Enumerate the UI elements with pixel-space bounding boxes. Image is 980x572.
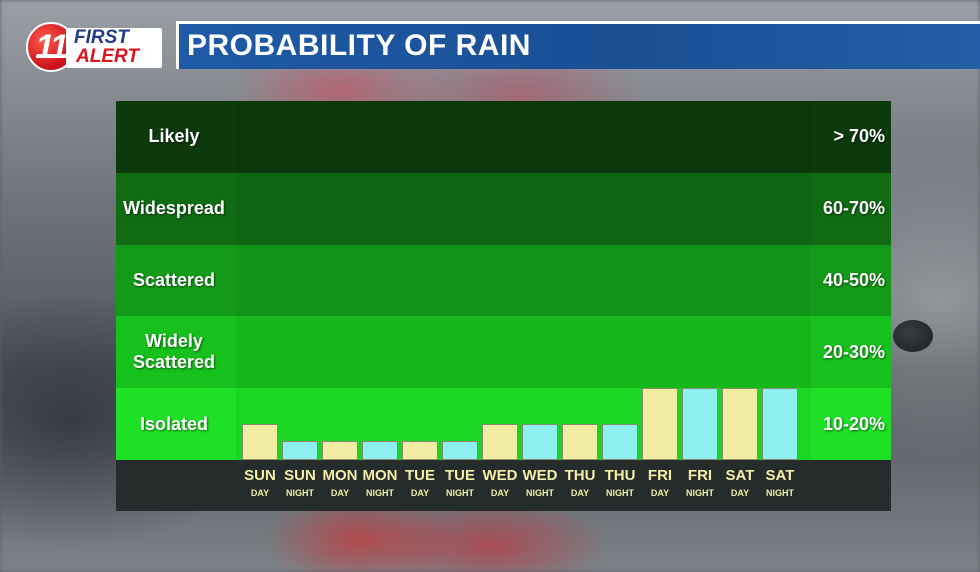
band-label: Isolated [139, 413, 209, 434]
tick-label: TUE NIGHT [438, 467, 482, 500]
logo-number: 11 [35, 28, 68, 66]
tick-part: NIGHT [686, 488, 714, 498]
tick-day: MON [322, 467, 358, 484]
tick-label: SUN NIGHT [278, 467, 322, 500]
tick-label: TUE DAY [398, 467, 442, 500]
band-label: Likely [148, 126, 200, 147]
tick-label: WED DAY [478, 467, 522, 500]
band-plot-area [236, 101, 811, 173]
tick-part: NIGHT [446, 488, 474, 498]
station-logo: 11 FIRST ALERT [26, 22, 162, 72]
tick-part: NIGHT [766, 488, 794, 498]
water-drop-decoration [893, 320, 933, 352]
tick-label: SUN DAY [238, 467, 282, 500]
tick-label: MON NIGHT [358, 467, 402, 500]
bar-sun-day [242, 424, 278, 460]
tick-day: TUE [405, 467, 435, 484]
tick-part: NIGHT [286, 488, 314, 498]
logo-plate [66, 28, 162, 68]
band-scattered: Scattered 40-50% [116, 244, 891, 317]
band-label: Scattered [132, 269, 216, 290]
tick-part: DAY [410, 488, 430, 498]
tick-part: DAY [490, 488, 510, 498]
band-likely: Likely > 70% [116, 101, 891, 173]
tick-part: NIGHT [366, 488, 394, 498]
tick-day: THU [604, 467, 636, 484]
bar-sat-night [762, 388, 798, 460]
tick-label: MON DAY [318, 467, 362, 500]
tick-part: DAY [330, 488, 350, 498]
band-label: Widespread [123, 198, 225, 219]
tick-label: SAT DAY [718, 467, 762, 500]
bar-fri-night [682, 388, 718, 460]
band-range: > 70% [833, 126, 885, 147]
bar-thu-night [602, 424, 638, 460]
band-widely-scattered: Widely Scattered 20-30% [116, 316, 891, 389]
band-plot-area [236, 244, 811, 317]
tick-day: FRI [687, 467, 713, 484]
band-label: Widely Scattered [132, 331, 216, 373]
tick-part: DAY [730, 488, 750, 498]
tick-label: FRI DAY [638, 467, 682, 500]
page-title: PROBABILITY OF RAIN [187, 29, 531, 62]
tick-day: WED [522, 467, 558, 484]
band-plot-area [236, 172, 811, 245]
tick-day: WED [482, 467, 518, 484]
tick-label: FRI NIGHT [678, 467, 722, 500]
bar-fri-day [642, 388, 678, 460]
band-range: 10-20% [822, 413, 885, 434]
tick-day: THU [564, 467, 596, 484]
tick-day: TUE [445, 467, 475, 484]
band-plot-area [236, 316, 811, 389]
bar-mon-day [322, 441, 358, 460]
tick-label: THU NIGHT [598, 467, 642, 500]
tick-day: FRI [647, 467, 673, 484]
tick-day: MON [362, 467, 398, 484]
tick-label: THU DAY [558, 467, 602, 500]
band-range: 40-50% [822, 269, 885, 290]
logo-alert: ALERT [76, 46, 139, 67]
tick-day: SUN [244, 467, 276, 484]
tick-part: DAY [650, 488, 670, 498]
bar-sun-night [282, 441, 318, 460]
x-axis-strip [116, 460, 891, 511]
bar-tue-night [442, 441, 478, 460]
title-bar: PROBABILITY OF RAIN [176, 21, 980, 69]
tick-part: DAY [570, 488, 590, 498]
logo-first: FIRST [74, 27, 129, 48]
tick-day: SAT [765, 467, 795, 484]
tick-label: WED NIGHT [518, 467, 562, 500]
bar-mon-night [362, 441, 398, 460]
tick-day: SAT [725, 467, 755, 484]
bar-thu-day [562, 424, 598, 460]
tick-part: DAY [250, 488, 270, 498]
rain-probability-chart: Isolated 10-20% Widely Scattered 20-30% Scat… [116, 101, 891, 511]
bar-wed-day [482, 424, 518, 460]
tick-label: SAT NIGHT [758, 467, 802, 500]
tick-day: SUN [284, 467, 316, 484]
band-range: 60-70% [822, 198, 885, 219]
tick-part: NIGHT [606, 488, 634, 498]
band-widespread: Widespread 60-70% [116, 172, 891, 245]
bar-wed-night [522, 424, 558, 460]
tick-part: NIGHT [526, 488, 554, 498]
band-range: 20-30% [822, 341, 885, 362]
bar-tue-day [402, 441, 438, 460]
bar-sat-day [722, 388, 758, 460]
